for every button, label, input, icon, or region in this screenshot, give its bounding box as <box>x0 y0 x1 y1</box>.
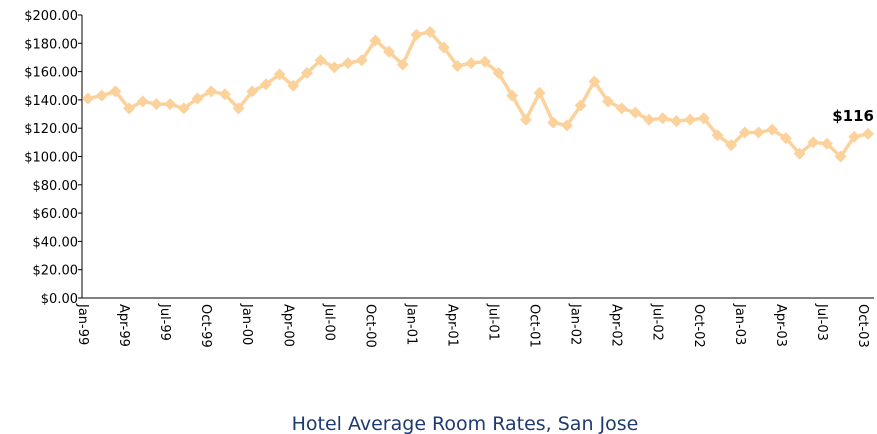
point-marker <box>779 132 792 145</box>
point-marker <box>656 112 669 125</box>
series-line <box>87 30 869 160</box>
point-marker <box>588 75 601 88</box>
point-marker <box>793 147 806 160</box>
point-marker <box>615 102 628 115</box>
point-marker <box>684 113 697 126</box>
point-marker <box>150 98 163 111</box>
x-tick-label: Oct-01 <box>527 304 542 348</box>
point-marker <box>697 112 710 125</box>
x-tick-label: Jan-00 <box>239 303 254 345</box>
point-marker <box>519 113 532 126</box>
point-marker <box>437 41 450 54</box>
y-tick-label: $180.00 <box>24 37 78 52</box>
point-marker <box>123 102 136 115</box>
point-marker <box>177 102 190 115</box>
point-marker <box>314 54 327 67</box>
data-label: $116 <box>832 107 874 125</box>
x-tick-label: Oct-02 <box>691 304 706 348</box>
point-marker <box>300 67 313 80</box>
point-marker <box>820 137 833 150</box>
x-tick-label: Jan-99 <box>75 303 90 345</box>
y-tick-label: $20.00 <box>33 264 79 279</box>
point-marker <box>383 45 396 58</box>
point-marker <box>246 85 259 98</box>
point-marker <box>273 68 286 81</box>
x-tick-label: Jul-02 <box>650 303 665 341</box>
point-marker <box>95 89 108 102</box>
y-tick-label: $60.00 <box>33 207 79 222</box>
x-tick-label: Jan-01 <box>403 303 418 345</box>
point-marker <box>451 59 464 72</box>
y-tick-label: $140.00 <box>24 94 78 109</box>
point-marker <box>218 88 231 101</box>
point-marker <box>478 55 491 68</box>
point-marker <box>848 130 861 143</box>
point-marker <box>109 85 122 98</box>
point-marker <box>574 99 587 112</box>
y-tick-label: $40.00 <box>33 235 79 250</box>
point-marker <box>355 54 368 67</box>
x-tick-label: Jan-02 <box>568 303 583 345</box>
point-marker <box>643 113 656 126</box>
point-marker <box>533 86 546 99</box>
y-tick-label: $160.00 <box>24 66 78 81</box>
point-marker <box>287 79 300 92</box>
point-marker <box>629 106 642 119</box>
point-marker <box>862 127 874 140</box>
point-marker <box>738 126 751 139</box>
y-tick-label: $80.00 <box>33 179 79 194</box>
y-tick-label: $100.00 <box>24 151 78 166</box>
point-marker <box>164 98 177 111</box>
point-marker <box>232 102 245 115</box>
y-tick-label: $0.00 <box>41 292 78 307</box>
point-marker <box>424 25 437 38</box>
point-marker <box>136 95 149 108</box>
x-tick-label: Apr-02 <box>609 304 624 347</box>
x-tick-label: Oct-03 <box>855 304 870 348</box>
x-tick-label: Apr-00 <box>280 304 295 347</box>
point-marker <box>602 95 614 108</box>
x-tick-label: Jul-01 <box>486 303 501 341</box>
x-tick-label: Apr-01 <box>444 304 459 347</box>
x-tick-label: Jul-00 <box>321 303 336 341</box>
y-tick-label: $120.00 <box>24 122 78 137</box>
point-marker <box>711 129 724 142</box>
point-marker <box>752 126 765 139</box>
y-tick-label: $200.00 <box>24 9 78 24</box>
point-marker <box>834 150 847 163</box>
x-tick-label: Jan-03 <box>732 303 747 345</box>
point-marker <box>465 57 478 70</box>
x-tick-label: Apr-99 <box>116 304 131 347</box>
point-marker <box>807 136 820 149</box>
point-marker <box>725 139 738 152</box>
point-marker <box>342 57 354 70</box>
point-marker <box>547 116 560 129</box>
point-marker <box>82 92 94 105</box>
point-marker <box>369 34 382 47</box>
x-tick-label: Oct-99 <box>198 304 213 348</box>
point-marker <box>396 58 409 71</box>
x-tick-label: Apr-03 <box>773 304 788 347</box>
point-marker <box>328 61 341 74</box>
point-marker <box>560 119 573 132</box>
point-marker <box>766 123 779 136</box>
point-marker <box>492 67 505 80</box>
point-marker <box>191 92 204 105</box>
point-marker <box>205 85 218 98</box>
point-marker <box>259 78 272 91</box>
point-marker <box>410 28 423 41</box>
chart-title: Hotel Average Room Rates, San Jose <box>292 413 639 434</box>
point-marker <box>506 89 519 102</box>
x-tick-label: Jul-03 <box>814 303 829 341</box>
x-tick-label: Jul-99 <box>157 303 172 341</box>
point-marker <box>670 115 683 128</box>
x-tick-label: Oct-00 <box>362 304 377 348</box>
